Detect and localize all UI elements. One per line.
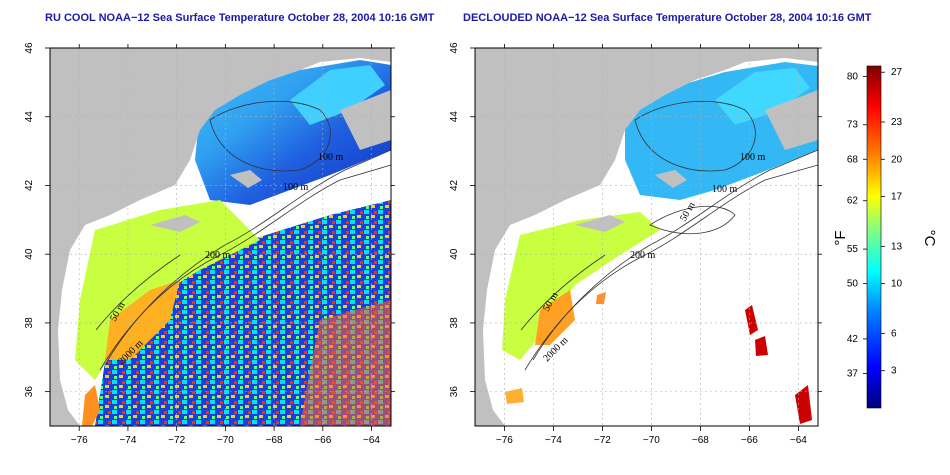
right-warm-patch-b [505,388,524,404]
left-contour-50m [95,254,181,331]
celsius-tick-label: 6 [891,328,897,339]
colorbar-gradient [866,65,882,409]
left-lat-tick-label: 42 [24,179,35,191]
right-warm-patch-a [596,292,606,304]
right-lat-tick-label: 40 [449,248,460,260]
right-contour-label-100m-a: 100 m [740,152,766,163]
left-lat-tick-label: 36 [24,386,35,398]
left-lat-tick-label: 38 [24,317,35,329]
right-land-long-island [575,215,625,232]
fahrenheit-unit-label: °F [832,230,849,245]
left-panel-title: RU COOL NOAA−12 Sea Surface Temperature … [45,12,435,24]
fahrenheit-tick-label: 37 [847,368,859,379]
right-lon-tick-label: −68 [692,435,709,446]
celsius-tick-label: 3 [891,366,897,377]
left-lon-tick-label: −66 [314,435,331,446]
celsius-tick-label: 17 [891,192,903,203]
celsius-tick-label: 27 [891,67,903,78]
right-gulf-stream-patch-a [745,305,758,335]
celsius-tick-label: 23 [891,117,903,128]
left-land-mainland [50,48,391,426]
right-contour-100m-ring [649,205,736,235]
right-lat-tick-label: 42 [449,179,460,191]
right-land-mainland [475,48,818,426]
fahrenheit-tick-label: 62 [847,196,859,207]
left-contour-label-100m-a: 100 m [318,152,344,163]
left-lon-tick-label: −70 [217,435,234,446]
fahrenheit-tick-label: 73 [847,120,859,131]
left-land-cape-cod [230,170,262,188]
right-gulf-stream-patch-b [755,336,768,356]
left-axis-ticks: −76 −74 −72 −70 −68 −66 −64 36 38 40 42 44 46 [24,42,395,446]
fahrenheit-tick-label: 68 [847,154,859,165]
right-lon-tick-label: −64 [790,435,807,446]
left-lon-tick-label: −74 [119,435,136,446]
left-bay-of-fundy-water [290,65,385,125]
right-sst-map: 100 m 100 m 50 m 200 m 50 m 2000 m −76 −7… [449,42,822,446]
right-lat-tick-label: 36 [449,386,460,398]
left-lon-tick-label: −76 [71,435,88,446]
left-contour-100m [209,100,331,172]
left-chesapeake-warm [82,385,100,426]
right-contour-100m [634,100,756,172]
right-lat-tick-label: 38 [449,317,460,329]
right-gulf-stream-patch-c [795,385,812,424]
celsius-tick-label: 13 [891,241,903,252]
celsius-tick-label: 20 [891,154,903,165]
fahrenheit-tick-label: 42 [847,334,859,345]
left-lat-tick-label: 40 [24,248,35,260]
right-panel-title: DECLOUDED NOAA−12 Sea Surface Temperatur… [463,12,872,24]
left-lat-tick-label: 46 [24,42,35,54]
right-lon-tick-label: −74 [545,435,562,446]
right-land-nova-scotia [765,90,818,150]
left-contour-label-200m: 200 m [205,250,231,261]
left-lon-tick-label: −64 [363,435,380,446]
left-contour-200m [107,149,391,361]
right-contour-50m [520,254,606,331]
fahrenheit-tick-label: 50 [847,279,859,290]
right-lat-tick-label: 44 [449,111,460,123]
left-land-long-island [150,215,200,232]
right-axis-ticks: −76 −74 −72 −70 −68 −66 −64 36 38 40 42 44 46 [449,42,822,446]
left-contour-label-100m-b: 100 m [283,182,309,193]
left-lat-tick-label: 44 [24,111,35,123]
fahrenheit-tick-label: 80 [847,71,859,82]
right-warm-slope-water [535,290,575,345]
left-map-frame [49,47,392,427]
right-lon-tick-label: −66 [741,435,758,446]
colorbar-ticks: 27 23 20 17 13 10 6 3 80 73 68 62 55 50 42 37 [847,67,903,379]
right-lat-lon-grid [475,48,818,426]
right-contour-200m [532,149,818,361]
right-land-cape-cod [655,170,687,188]
temperature-colorbar: 27 23 20 17 13 10 6 3 80 73 68 62 55 50 42 37 °F °C [832,65,938,409]
right-map-frame [474,47,819,427]
left-sst-map: 100 m 100 m 200 m 50 m 2000 m −76 −74 −72−… [24,42,395,446]
right-lon-tick-label: −72 [594,435,611,446]
celsius-unit-label: °C [921,230,938,247]
left-land-nova-scotia [340,90,391,150]
right-contour-label-200m: 200 m [630,250,656,261]
right-lon-tick-label: −76 [496,435,513,446]
right-lon-tick-label: −70 [643,435,660,446]
right-contour-label-100m-b: 100 m [712,184,738,195]
fahrenheit-tick-label: 55 [847,244,859,255]
right-bay-of-fundy-water [715,68,810,125]
left-warm-slope-water [105,280,180,360]
left-lon-tick-label: −68 [266,435,283,446]
right-lat-tick-label: 46 [449,42,460,54]
celsius-tick-label: 10 [891,279,903,290]
left-lat-lon-grid [50,48,391,426]
left-lon-tick-label: −72 [168,435,185,446]
